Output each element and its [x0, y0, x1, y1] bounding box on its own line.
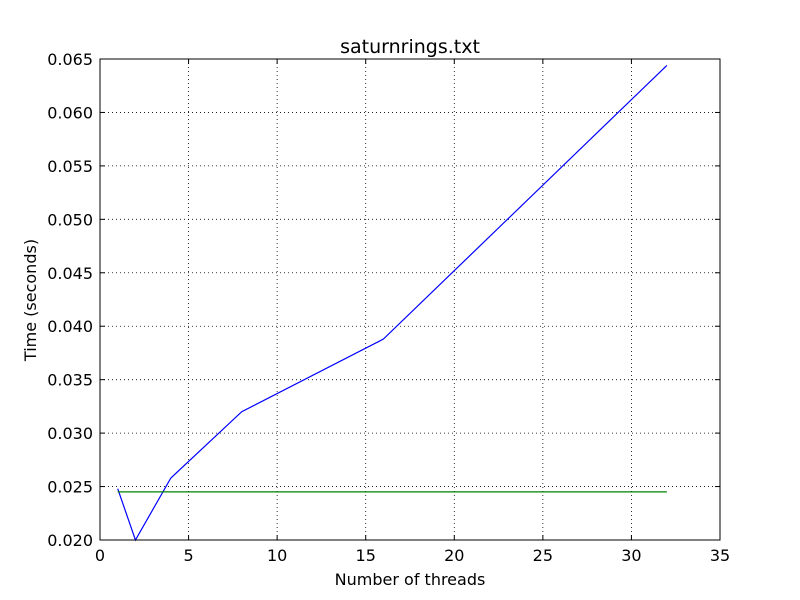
y-tick-label: 0.050 — [47, 210, 93, 229]
x-tick-label: 25 — [533, 546, 553, 565]
series-layer — [117, 64, 668, 542]
x-tick-label: 5 — [183, 546, 193, 565]
plot-frame — [99, 58, 721, 541]
y-tick-label: 0.060 — [47, 103, 93, 122]
x-tick-label: 0 — [95, 546, 105, 565]
y-tick-label: 0.030 — [47, 424, 93, 443]
series-line-1 — [117, 64, 668, 542]
x-axis-label: Number of threads — [335, 570, 486, 589]
x-tick-label: 20 — [444, 546, 464, 565]
x-tick-label: 15 — [356, 546, 376, 565]
x-tick-label: 35 — [710, 546, 730, 565]
y-tick-label: 0.040 — [47, 317, 93, 336]
y-tick-label: 0.065 — [47, 50, 93, 69]
x-tick-label: 10 — [267, 546, 287, 565]
chart-title: saturnrings.txt — [340, 36, 480, 58]
y-tick-label: 0.045 — [47, 264, 93, 283]
y-axis-label: Time (seconds) — [21, 239, 40, 362]
y-tick-label: 0.055 — [47, 157, 93, 176]
y-tick-label: 0.035 — [47, 371, 93, 390]
grid-lines — [100, 59, 720, 540]
x-tick-label: 30 — [621, 546, 641, 565]
y-tick-label: 0.025 — [47, 478, 93, 497]
y-tick-label: 0.020 — [47, 531, 93, 550]
axis-ticks — [99, 58, 721, 541]
